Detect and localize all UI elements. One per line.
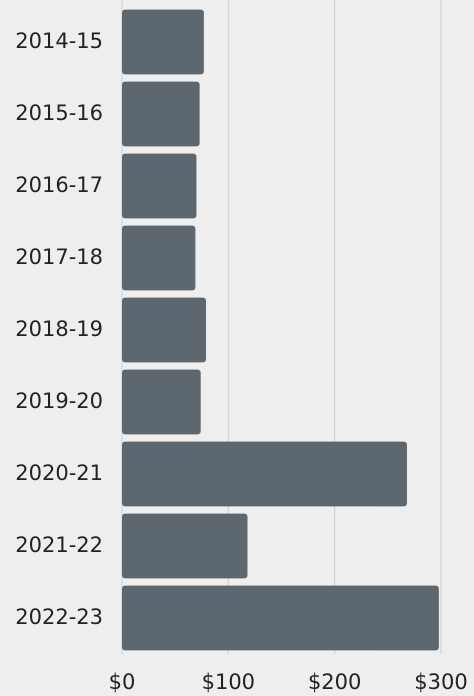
y-tick-label: 2021-22 (15, 533, 103, 557)
bar (122, 297, 207, 363)
bar (122, 225, 196, 291)
bar (122, 369, 201, 435)
y-tick-label: 2014-15 (15, 29, 103, 53)
x-tick-label: $0 (109, 670, 136, 694)
y-tick-label: 2019-20 (15, 389, 103, 413)
bar (122, 153, 197, 219)
y-tick-label: 2018-19 (15, 317, 103, 341)
y-tick-label: 2016-17 (15, 173, 103, 197)
y-tick-label: 2022-23 (15, 605, 103, 629)
bar (122, 9, 204, 75)
bar (122, 585, 439, 651)
bar (122, 81, 200, 147)
y-tick-label: 2020-21 (15, 461, 103, 485)
bar (122, 513, 248, 579)
x-tick-label: $300 (414, 670, 467, 694)
bar (122, 441, 407, 507)
y-tick-label: 2017-18 (15, 245, 103, 269)
x-tick-label: $100 (202, 670, 255, 694)
y-tick-label: 2015-16 (15, 101, 103, 125)
x-tick-label: $200 (308, 670, 361, 694)
